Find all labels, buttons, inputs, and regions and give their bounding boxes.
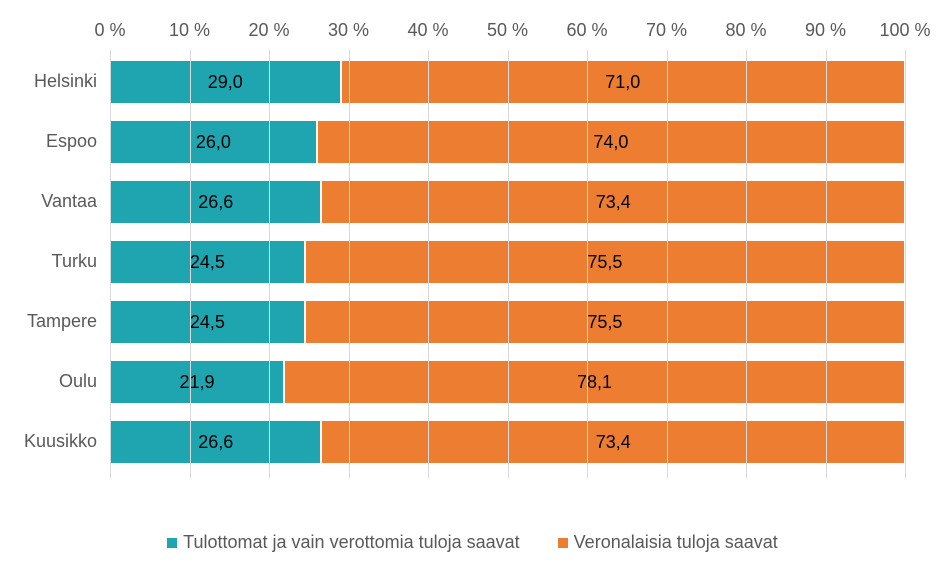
bar-segment: 24,5 [110, 300, 305, 344]
plot-area: 0 %10 %20 %30 %40 %50 %60 %70 %80 %90 %1… [110, 20, 905, 478]
x-tick-label: 50 % [487, 20, 528, 41]
grid-line [905, 50, 906, 478]
bar-segment: 73,4 [321, 180, 905, 224]
x-tick-label: 10 % [169, 20, 210, 41]
legend-label-0: Tulottomat ja vain verottomia tuloja saa… [183, 532, 520, 553]
bar-segment: 29,0 [110, 60, 341, 104]
y-axis-label: Oulu [59, 371, 97, 392]
y-axis-labels: Helsinki Espoo Vantaa Turku Tampere Oulu Kuusi… [0, 60, 105, 478]
grid-line [508, 50, 509, 478]
grid-line [349, 50, 350, 478]
grid-line [269, 50, 270, 478]
bar-segment: 75,5 [305, 300, 905, 344]
legend-swatch-1 [558, 538, 568, 548]
bar-segment: 73,4 [321, 420, 905, 464]
legend-item-1: Veronalaisia tuloja saavat [558, 532, 778, 553]
x-tick-label: 20 % [248, 20, 289, 41]
x-tick-label: 30 % [328, 20, 369, 41]
y-axis-label: Tampere [27, 311, 97, 332]
x-tick-label: 80 % [725, 20, 766, 41]
y-axis-label: Turku [52, 251, 97, 272]
bar-segment: 71,0 [341, 60, 905, 104]
bar-segment: 78,1 [284, 360, 905, 404]
grid-line [667, 50, 668, 478]
grid-line [746, 50, 747, 478]
x-tick-label: 90 % [805, 20, 846, 41]
legend-label-1: Veronalaisia tuloja saavat [574, 532, 778, 553]
x-axis: 0 %10 %20 %30 %40 %50 %60 %70 %80 %90 %1… [110, 20, 905, 50]
grid-line [428, 50, 429, 478]
grid-line [110, 50, 111, 478]
y-axis-label: Helsinki [34, 71, 97, 92]
x-tick-label: 70 % [646, 20, 687, 41]
bar-segment: 74,0 [317, 120, 905, 164]
bar-segment: 24,5 [110, 240, 305, 284]
legend: Tulottomat ja vain verottomia tuloja saa… [0, 532, 945, 553]
grid-line [190, 50, 191, 478]
grid-line [826, 50, 827, 478]
y-axis-label: Kuusikko [24, 431, 97, 452]
legend-item-0: Tulottomat ja vain verottomia tuloja saa… [167, 532, 520, 553]
x-tick-label: 0 % [94, 20, 125, 41]
bar-segment: 26,0 [110, 120, 317, 164]
bar-segment: 26,6 [110, 420, 321, 464]
legend-swatch-0 [167, 538, 177, 548]
bar-segment: 21,9 [110, 360, 284, 404]
y-axis-label: Vantaa [41, 191, 97, 212]
grid-line [587, 50, 588, 478]
x-tick-label: 100 % [879, 20, 930, 41]
x-tick-label: 40 % [407, 20, 448, 41]
bar-segment: 75,5 [305, 240, 905, 284]
y-axis-label: Espoo [46, 131, 97, 152]
x-tick-label: 60 % [566, 20, 607, 41]
chart-container: Helsinki Espoo Vantaa Turku Tampere Oulu Kuusi… [0, 0, 945, 568]
bar-segment: 26,6 [110, 180, 321, 224]
